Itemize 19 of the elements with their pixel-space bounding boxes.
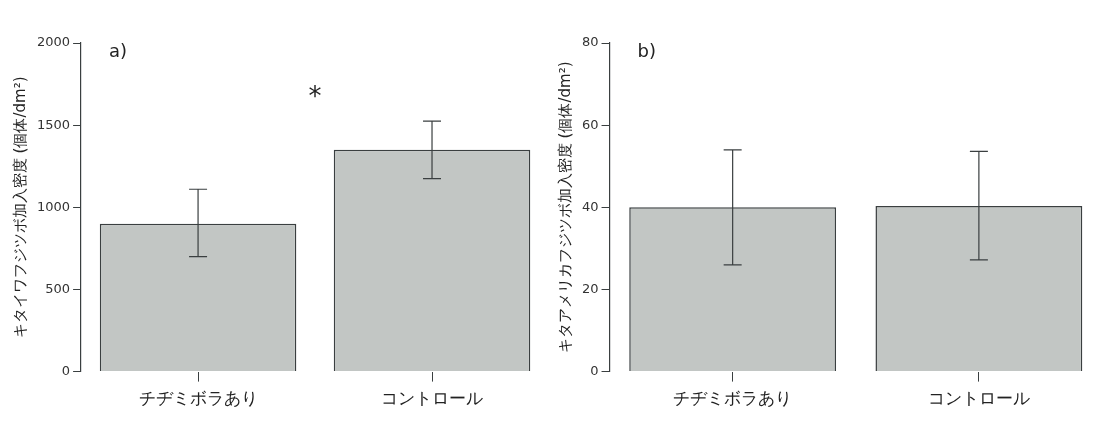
y-tick-label: 80 bbox=[582, 34, 599, 50]
y-tick-label: 20 bbox=[582, 280, 599, 296]
y-tick-label: 500 bbox=[45, 280, 71, 296]
y-tick-label: 1000 bbox=[36, 198, 71, 214]
y-axis-title: キタイワフジツボ加入密度 (個体/dm²) bbox=[10, 76, 29, 339]
chart-title: b) bbox=[637, 39, 656, 61]
x-tick-label: コントロール bbox=[381, 388, 484, 409]
y-tick-label: 40 bbox=[582, 198, 599, 214]
y-tick-label: 0 bbox=[590, 362, 599, 378]
annotation: * bbox=[308, 80, 322, 111]
chart-title: a) bbox=[109, 39, 128, 61]
y-tick-label: 0 bbox=[61, 362, 71, 378]
x-tick-label: チヂミボラあり bbox=[138, 388, 258, 409]
y-tick-label: 2000 bbox=[36, 34, 71, 50]
y-axis-title: キタアメリカフジツボ加入密度 (個体/dm²) bbox=[555, 61, 574, 354]
y-tick-label: 60 bbox=[582, 116, 599, 132]
y-tick-label: 1500 bbox=[36, 116, 71, 132]
x-tick-label: コントロール bbox=[927, 388, 1030, 409]
x-tick-label: チヂミボラあり bbox=[673, 388, 793, 409]
